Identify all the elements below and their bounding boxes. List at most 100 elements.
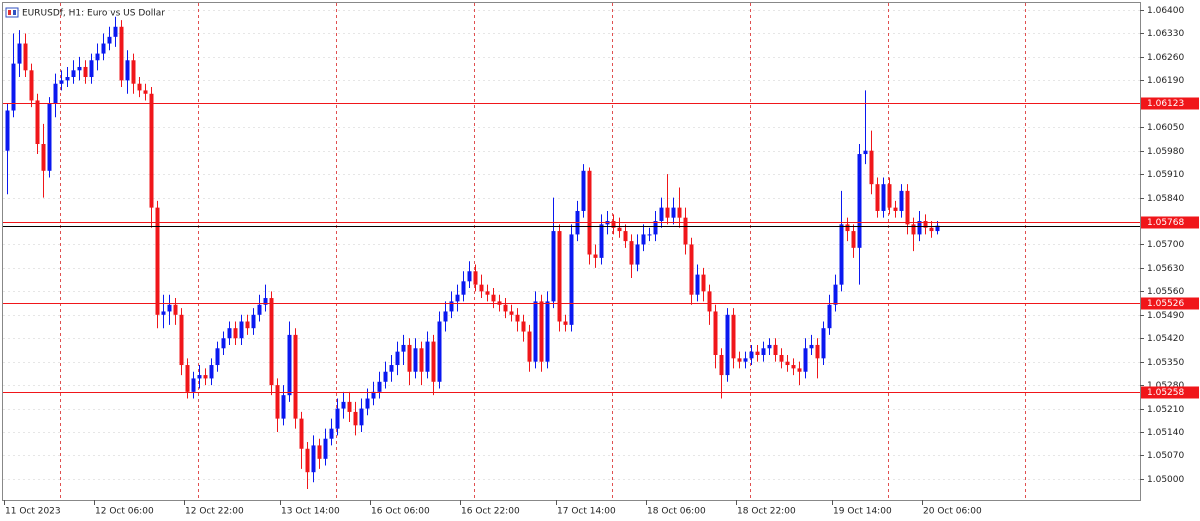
candle-body (335, 408, 340, 429)
candle-body (479, 284, 484, 292)
y-tick-label: 1.05560 (1147, 287, 1184, 297)
candle-body (29, 70, 34, 101)
candle-body (299, 418, 304, 449)
candle-body (881, 184, 886, 211)
candle-body (419, 348, 424, 372)
candle-body (131, 60, 136, 84)
candle-body (149, 93, 154, 208)
candle-body (659, 207, 664, 222)
candle-body (665, 207, 670, 218)
candle-body (593, 254, 598, 258)
y-tick-label: 1.05070 (1147, 451, 1184, 461)
candle-body (191, 378, 196, 392)
candle-body (725, 314, 730, 376)
candle-body (551, 231, 556, 302)
candle-body (677, 207, 682, 218)
candle-body (17, 43, 22, 64)
candle-body (779, 354, 784, 362)
candle-body (623, 231, 628, 242)
candle-body (245, 321, 250, 329)
plot-frame (2, 2, 1141, 501)
candle-body (827, 304, 832, 329)
icon-bar (13, 10, 16, 15)
candle-body (923, 221, 928, 228)
candle-body (671, 207, 676, 218)
candle-body (107, 36, 112, 44)
candle-body (809, 344, 814, 349)
y-tick-label: 1.05210 (1147, 405, 1184, 415)
y-tick-label: 1.06050 (1147, 123, 1184, 133)
candle-body (803, 348, 808, 372)
candle-body (545, 301, 550, 362)
level-label: 1.05526 (1147, 299, 1184, 309)
candle-body (569, 234, 574, 325)
candle-body (263, 298, 268, 305)
y-tick-label: 1.05840 (1147, 194, 1184, 204)
x-tick-label: 16 Oct 06:00 (371, 507, 430, 517)
candle-body (431, 341, 436, 382)
candle-body (755, 351, 760, 355)
candle-body (227, 328, 232, 339)
icon-frame (5, 7, 19, 18)
candle-body (407, 344, 412, 372)
y-tick-label: 1.05980 (1147, 147, 1184, 157)
y-tick-label: 1.06190 (1147, 76, 1184, 86)
candle-body (167, 304, 172, 312)
candle-body (47, 103, 52, 171)
candle-body (323, 438, 328, 459)
candle-body (713, 311, 718, 355)
candle-body (461, 281, 466, 295)
candle-body (389, 365, 394, 372)
chart-title: EURUSDf, H1: Euro vs US Dollar (22, 9, 165, 19)
candle-body (377, 381, 382, 392)
candle-body (707, 291, 712, 312)
candle-body (821, 328, 826, 359)
candle-body (503, 304, 508, 312)
candle-body (401, 344, 406, 352)
candle-body (629, 241, 634, 265)
candle-body (269, 298, 274, 386)
candle-body (209, 365, 214, 379)
candle-body (5, 110, 10, 151)
candle-body (179, 314, 184, 366)
candle-body (203, 375, 208, 379)
candle-body (473, 271, 478, 285)
y-tick-label: 1.05000 (1147, 475, 1184, 485)
candle-body (689, 244, 694, 295)
candle-body (767, 344, 772, 349)
level-label-box (1141, 297, 1199, 310)
y-tick-label: 1.06400 (1147, 6, 1184, 16)
candle-body (851, 231, 856, 248)
x-tick-label: 20 Oct 06:00 (923, 507, 982, 517)
candle-body (875, 184, 880, 211)
candle-body (761, 348, 766, 355)
candle-body (77, 66, 82, 71)
candle-body (287, 334, 292, 396)
y-tick-label: 1.05910 (1147, 170, 1184, 180)
candle-body (863, 150, 868, 155)
candle-body (509, 311, 514, 315)
candle-body (455, 294, 460, 302)
candle-body (197, 375, 202, 379)
candle-body (911, 224, 916, 235)
candle-body (845, 224, 850, 232)
candle-body (893, 207, 898, 211)
candle-body (443, 311, 448, 322)
candle-body (71, 70, 76, 78)
candle-body (737, 358, 742, 362)
candle-body (329, 428, 334, 439)
y-tick-label: 1.05420 (1147, 334, 1184, 344)
candle-body (743, 358, 748, 362)
candle-body (899, 190, 904, 211)
candle-body (35, 100, 40, 144)
candle-body (683, 217, 688, 245)
candle-body (695, 274, 700, 295)
level-label: 1.05258 (1147, 388, 1184, 398)
candle-body (185, 365, 190, 392)
candle-body (599, 224, 604, 258)
candle-body (617, 227, 622, 232)
candle-body (557, 231, 562, 322)
